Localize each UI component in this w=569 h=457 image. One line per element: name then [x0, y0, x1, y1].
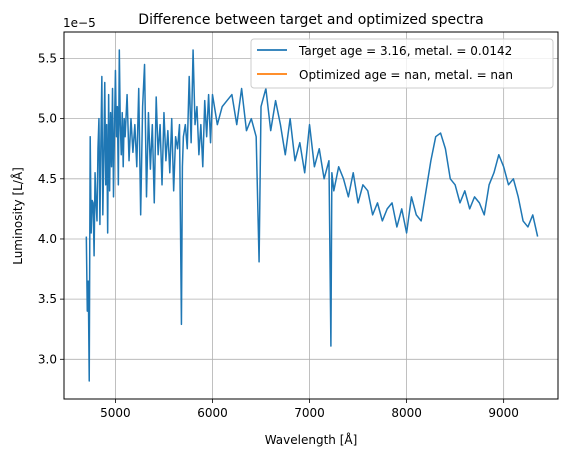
- x-tick-label: 9000: [488, 406, 519, 420]
- x-tick-label: 7000: [294, 406, 325, 420]
- legend-box: [250, 38, 554, 89]
- x-axis-label: Wavelength [Å]: [265, 432, 358, 447]
- ticks: 5000 6000 7000 8000 9000 3.0 3.5 4.0 4.5 5.0 5.5: [38, 51, 519, 420]
- y-tick-label: 5.5: [38, 51, 57, 65]
- y-tick-label: 4.0: [38, 232, 57, 246]
- legend-label-target: Target age = 3.16, metal. = 0.0142: [298, 44, 512, 58]
- legend: Target age = 3.16, metal. = 0.0142 Optim…: [250, 38, 554, 89]
- y-axis-label: Luminosity [L/Å]: [10, 167, 25, 265]
- chart-title: Difference between target and optimized …: [138, 12, 483, 28]
- plot-frame: [63, 31, 559, 400]
- x-tick-label: 5000: [100, 406, 131, 420]
- grid: [64, 32, 558, 399]
- legend-label-optimized: Optimized age = nan, metal. = nan: [299, 68, 513, 82]
- x-tick-label: 6000: [197, 406, 228, 420]
- y-tick-label: 3.5: [38, 292, 57, 306]
- y-tick-label: 4.5: [38, 172, 57, 186]
- y-tick-label: 3.0: [38, 352, 57, 366]
- y-tick-label: 5.0: [38, 112, 57, 126]
- x-tick-label: 8000: [391, 406, 422, 420]
- y-offset-label: 1e−5: [63, 16, 96, 30]
- series-layer: [85, 49, 539, 382]
- series-line-0: [85, 49, 539, 382]
